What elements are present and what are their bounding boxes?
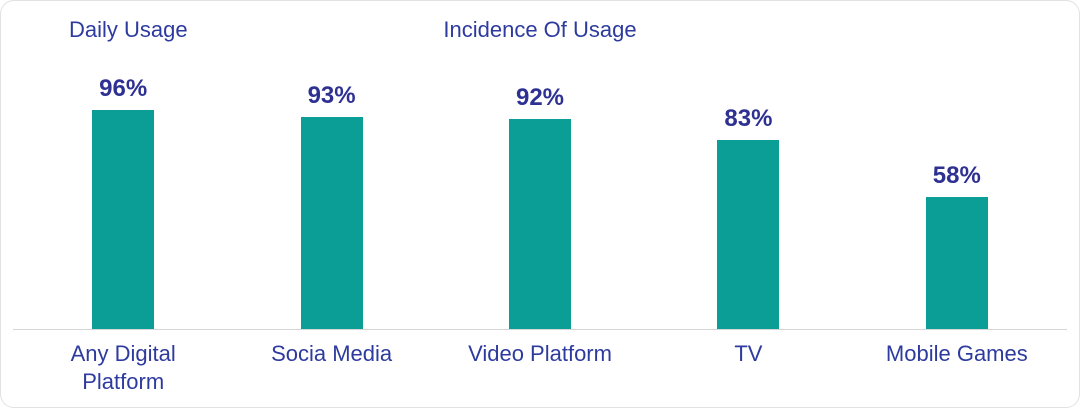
bar: [717, 140, 780, 329]
category-label: Socia Media: [271, 341, 393, 366]
bar-group: 92%: [436, 84, 644, 329]
chart-header: Daily Usage Incidence Of Usage: [1, 1, 1079, 59]
bar: [925, 197, 988, 329]
category-cell: TV: [644, 340, 852, 395]
daily-usage-title: Daily Usage: [69, 17, 188, 42]
category-cell: Any Digital Platform: [19, 340, 227, 395]
category-cell: Socia Media: [227, 340, 435, 395]
bar-group: 58%: [853, 162, 1061, 329]
bar-group: 83%: [644, 105, 852, 329]
category-label: Any Digital Platform: [70, 341, 176, 394]
bar-value-label: 83%: [724, 105, 773, 132]
category-cell: Mobile Games: [853, 340, 1061, 395]
category-labels-row: Any Digital Platform Socia Media Video Pla…: [19, 330, 1061, 395]
category-label: TV: [734, 341, 763, 366]
bar: [509, 119, 572, 329]
category-label: Mobile Games: [885, 341, 1028, 366]
bar-value-label: 96%: [99, 75, 148, 102]
x-axis-line: [13, 329, 1067, 330]
bar-group: 93%: [227, 82, 435, 329]
bar-value-label: 93%: [307, 82, 356, 109]
bar: [300, 117, 363, 329]
bar-value-label: 92%: [515, 84, 565, 111]
category-cell: Video Platform: [436, 340, 644, 395]
bar: [92, 110, 155, 329]
incidence-of-usage-title: Incidence Of Usage: [443, 17, 637, 42]
bar-value-label: 58%: [932, 162, 981, 189]
category-label: Video Platform: [468, 341, 612, 366]
bar-group: 96%: [19, 75, 227, 329]
bar-chart-area: 96% 93% 92% 83% 58%: [19, 59, 1061, 329]
